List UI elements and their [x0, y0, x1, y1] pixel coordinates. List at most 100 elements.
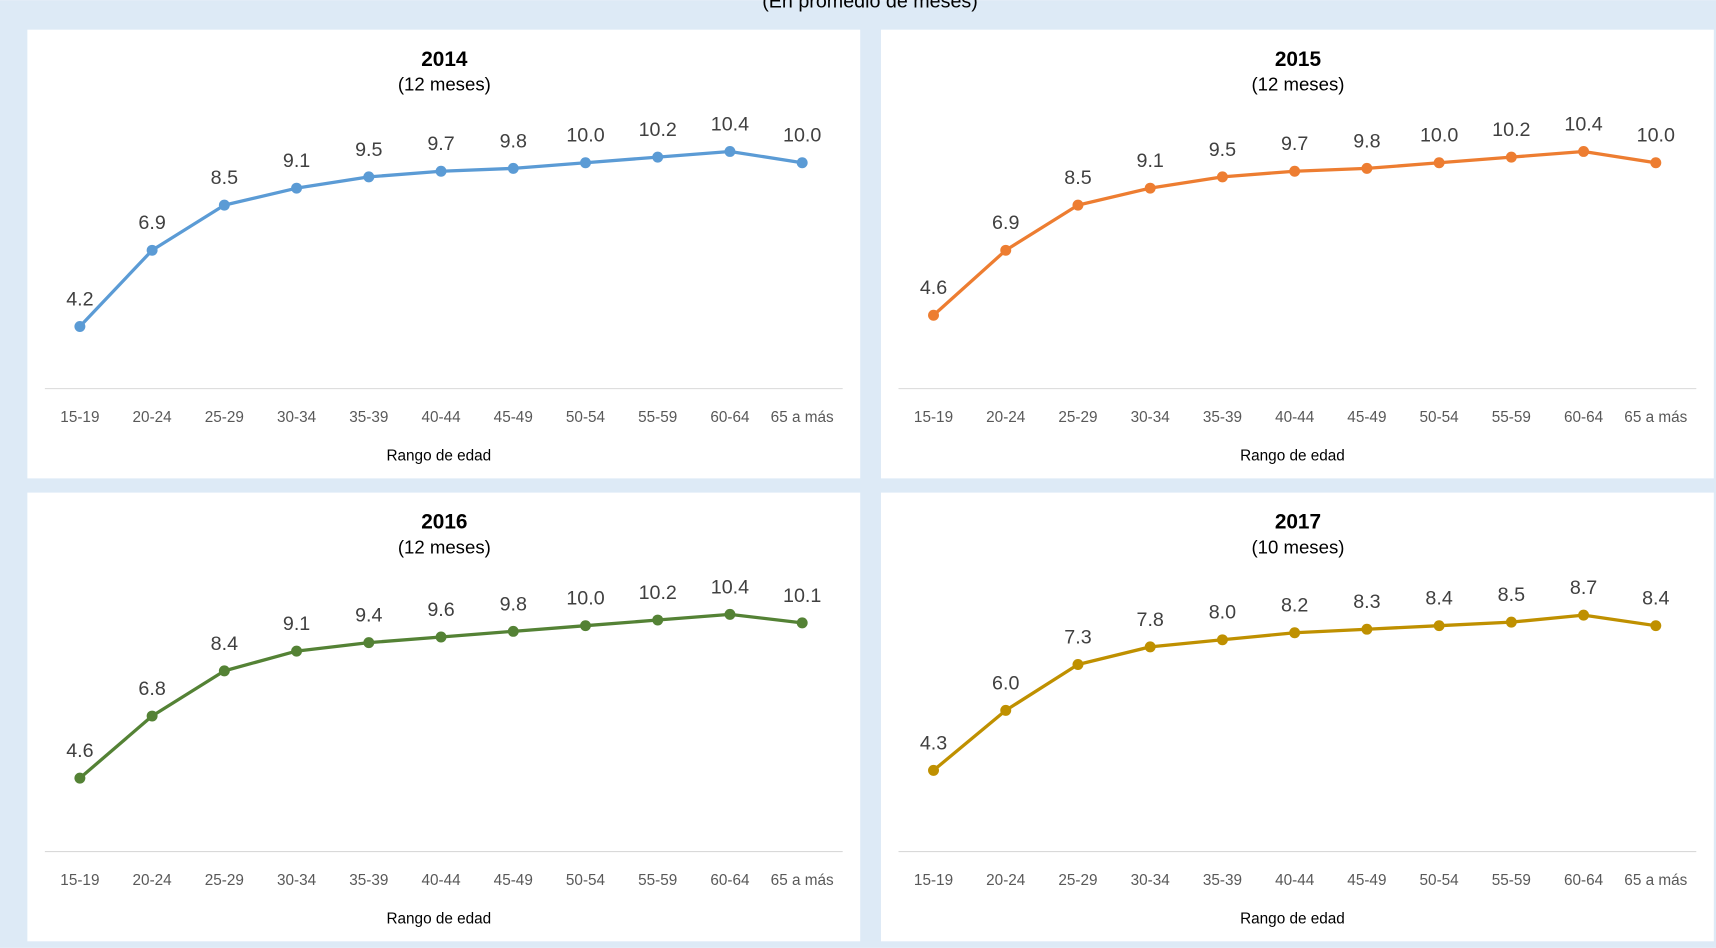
point: [363, 171, 375, 183]
chart-title: 2017: [1275, 511, 1321, 534]
point: [724, 145, 736, 157]
point: [1578, 609, 1590, 621]
point: [1144, 641, 1156, 653]
x-tick-label: 40-44: [421, 409, 461, 426]
point: [1361, 162, 1373, 174]
data-label: 9.7: [1281, 133, 1308, 155]
point: [1000, 704, 1012, 716]
x-tick-label: 65 a más: [771, 872, 834, 889]
data-label: 9.1: [283, 613, 310, 635]
data-label: 9.4: [355, 605, 382, 627]
data-label: 10.0: [1637, 125, 1675, 147]
data-label: 6.8: [138, 678, 165, 700]
data-label: 10.0: [1420, 125, 1458, 147]
chart-subtitle: (10 meses): [1251, 536, 1344, 557]
x-tick-label: 15-19: [60, 409, 99, 426]
x-tick-label: 50-54: [1420, 872, 1460, 889]
point: [1433, 157, 1445, 169]
data-label: 8.0: [1209, 602, 1236, 624]
data-label: 8.5: [1498, 584, 1525, 606]
data-label: 7.8: [1137, 609, 1164, 631]
point: [1650, 157, 1662, 169]
data-label: 8.7: [1570, 577, 1597, 599]
x-tick-label: 65 a más: [1624, 872, 1687, 889]
data-label: 10.4: [711, 576, 749, 598]
point: [580, 620, 591, 632]
x-tick-label: 30-34: [277, 409, 317, 426]
x-axis-title: Rango de edad: [1240, 910, 1345, 927]
x-tick-label: 55-59: [1492, 872, 1531, 889]
point: [1289, 165, 1301, 177]
x-tick-label: 25-29: [205, 872, 244, 889]
data-label: 10.2: [639, 582, 677, 604]
point: [218, 665, 230, 677]
data-label: 8.5: [211, 167, 238, 189]
x-tick-label: 25-29: [205, 409, 244, 426]
point: [74, 321, 86, 332]
point: [291, 182, 303, 194]
x-tick-label: 40-44: [1275, 409, 1315, 426]
chart-subtitle: (12 meses): [398, 73, 491, 94]
x-tick-label: 45-49: [1347, 409, 1386, 426]
x-tick-label: 30-34: [1131, 409, 1171, 426]
data-label: 6.0: [992, 672, 1019, 694]
data-label: 8.3: [1353, 591, 1380, 613]
point: [1505, 151, 1517, 163]
point: [1650, 620, 1662, 632]
x-tick-label: 35-39: [1203, 872, 1242, 889]
data-label: 10.4: [1564, 113, 1602, 135]
x-tick-label: 55-59: [638, 409, 677, 426]
x-tick-label: 30-34: [1131, 872, 1171, 889]
x-tick-label: 25-29: [1058, 872, 1097, 889]
x-tick-label: 65 a más: [1624, 409, 1687, 426]
x-tick-label: 50-54: [566, 872, 606, 889]
point: [652, 614, 664, 626]
point: [146, 244, 158, 256]
point: [1578, 145, 1590, 157]
point: [1144, 182, 1156, 194]
panel: [27, 29, 861, 479]
data-label: 8.2: [1281, 595, 1308, 617]
panel: [880, 492, 1714, 942]
point: [796, 617, 808, 629]
point: [1072, 659, 1084, 670]
point: [580, 157, 591, 169]
x-tick-label: 50-54: [1420, 409, 1460, 426]
point: [1216, 171, 1228, 183]
x-tick-label: 50-54: [566, 409, 606, 426]
point: [74, 772, 86, 784]
x-tick-label: 20-24: [133, 872, 173, 889]
x-tick-label: 45-49: [494, 409, 533, 426]
point: [1289, 627, 1301, 639]
data-label: 10.2: [1492, 119, 1530, 141]
data-label: 9.7: [427, 133, 454, 155]
point: [507, 162, 519, 174]
data-label: 9.8: [500, 593, 527, 615]
data-label: 10.0: [783, 125, 821, 147]
point: [146, 710, 158, 722]
x-tick-label: 55-59: [638, 872, 677, 889]
x-tick-label: 25-29: [1058, 409, 1097, 426]
data-label: 9.5: [1209, 139, 1236, 161]
data-label: 9.1: [283, 150, 310, 172]
x-tick-label: 40-44: [1275, 872, 1315, 889]
point: [1216, 634, 1228, 646]
data-label: 8.4: [211, 633, 238, 655]
data-label: 4.6: [66, 740, 93, 762]
point: [796, 157, 808, 169]
x-tick-label: 20-24: [986, 872, 1026, 889]
data-label: 6.9: [138, 212, 165, 234]
x-tick-label: 60-64: [710, 409, 750, 426]
chart-title: 2014: [421, 48, 468, 71]
data-label: 10.4: [711, 113, 749, 135]
x-tick-label: 45-49: [1347, 872, 1386, 889]
data-label: 8.4: [1425, 588, 1452, 610]
data-label: 9.6: [427, 599, 454, 621]
point: [928, 309, 939, 321]
point: [1072, 199, 1084, 211]
x-tick-label: 35-39: [349, 409, 388, 426]
chart-title: 2016: [421, 511, 467, 534]
x-tick-label: 15-19: [914, 409, 953, 426]
x-axis-title: Rango de edad: [386, 448, 491, 465]
x-axis-title: Rango de edad: [386, 910, 491, 927]
